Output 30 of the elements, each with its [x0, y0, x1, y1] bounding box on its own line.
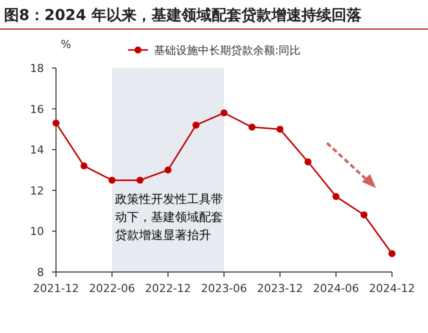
point [136, 176, 144, 184]
chart-title: 图8：2024 年以来，基建领域配套贷款增速持续回落 [4, 6, 362, 24]
legend-label: 基础设施中长期贷款余额:同比 [154, 44, 301, 57]
y-tick-label: 14 [30, 144, 44, 157]
point [360, 211, 368, 218]
y-tick-label: 18 [30, 62, 44, 75]
x-tick-label: 2024-06 [313, 282, 359, 295]
y-tick-label: 8 [37, 266, 44, 279]
point [192, 122, 200, 129]
x-tick-label: 2024-12 [369, 282, 415, 295]
y-axis-title: % [60, 38, 72, 51]
point [108, 176, 116, 184]
point [80, 162, 88, 170]
point [52, 120, 60, 127]
y-tick-label: 10 [30, 225, 44, 238]
y-tick-label: 12 [30, 184, 44, 198]
x-tick-label: 2021-12 [33, 282, 79, 295]
point [220, 109, 228, 116]
point [276, 126, 284, 133]
x-tick-label: 2022-06 [89, 282, 135, 295]
x-tick-label: 2022-12 [145, 282, 191, 295]
x-tick-label: 2023-06 [201, 282, 247, 295]
point [164, 166, 172, 174]
point [248, 124, 256, 131]
band-label: 政策性开发性工具带动下，基建领域配套贷款增速显著抬升 [115, 192, 223, 242]
point [332, 193, 340, 200]
y-tick-label: 16 [30, 102, 44, 116]
x-tick-label: 2023-12 [257, 282, 303, 295]
point [388, 250, 396, 258]
point [304, 158, 312, 166]
